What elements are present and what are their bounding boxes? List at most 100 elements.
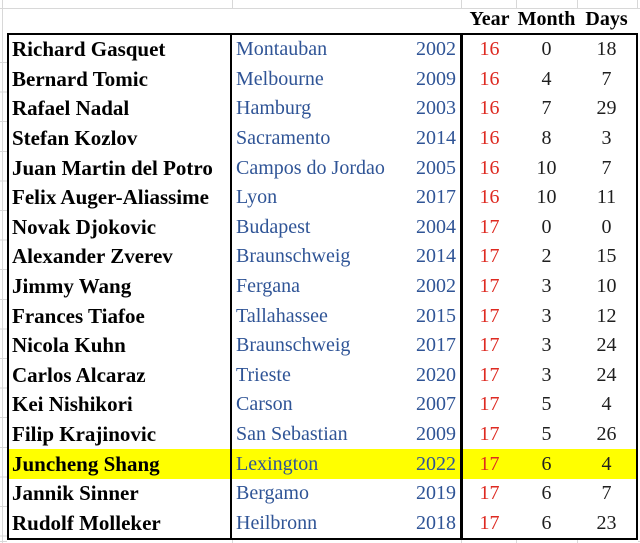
age-months-cell[interactable]: 6 [541, 482, 552, 505]
player-name-cell[interactable]: Frances Tiafoe [9, 301, 232, 331]
age-years-cell[interactable]: 16 [479, 38, 500, 61]
age-days-cell[interactable]: 12 [596, 304, 617, 327]
tournament-year: 2020 [416, 363, 456, 386]
player-name-cell[interactable]: Nicola Kuhn [9, 330, 232, 361]
tournament-cell[interactable]: Montauban 2002 [232, 35, 463, 65]
age-days-cell[interactable]: 10 [596, 275, 617, 298]
age-months-cell[interactable]: 3 [541, 304, 552, 327]
header-month[interactable]: Month [517, 8, 576, 30]
tournament-city: Carson [236, 393, 293, 416]
player-name-cell[interactable]: Filip Krajinovic [9, 419, 232, 450]
tournament-cell[interactable]: Campos do Jordao 2005 [232, 153, 463, 183]
age-days-cell[interactable]: 0 [601, 215, 612, 238]
age-months-cell[interactable]: 5 [541, 423, 552, 446]
age-months-cell[interactable]: 0 [541, 38, 552, 61]
header-year[interactable]: Year [469, 8, 510, 30]
age-days-cell[interactable]: 26 [596, 423, 617, 446]
age-years-cell[interactable]: 17 [479, 452, 500, 475]
age-months-cell[interactable]: 10 [536, 186, 557, 209]
age-years-cell[interactable]: 17 [479, 275, 500, 298]
tournament-city: Tallahassee [236, 304, 328, 327]
tournament-cell[interactable]: Carson 2007 [232, 390, 463, 420]
player-name-cell[interactable]: Felix Auger-Aliassime [9, 182, 232, 213]
age-months-cell[interactable]: 6 [541, 511, 552, 534]
player-name-cell[interactable]: Alexander Zverev [9, 242, 232, 272]
tournament-cell[interactable]: Lexington 2022 [232, 449, 463, 479]
player-name-cell[interactable]: Jimmy Wang [9, 271, 232, 302]
tournament-city: Lexington [236, 452, 319, 475]
table-row: Felix Auger-Aliassime Lyon 2017 16 10 11 [9, 182, 636, 213]
age-years-cell[interactable]: 16 [479, 67, 500, 90]
age-header-row: Year Month Days [0, 7, 640, 32]
age-days-cell[interactable]: 24 [596, 334, 617, 357]
tournament-cell[interactable]: Melbourne 2009 [232, 64, 463, 95]
player-name-cell[interactable]: Rudolf Molleker [9, 508, 232, 539]
age-months-cell[interactable]: 7 [541, 97, 552, 120]
age-days-cell[interactable]: 11 [596, 186, 617, 209]
player-name-cell[interactable]: Kei Nishikori [9, 390, 232, 420]
tournament-cell[interactable]: Lyon 2017 [232, 182, 463, 213]
player-name-cell[interactable]: Novak Djokovic [9, 212, 232, 243]
tournament-cell[interactable]: Braunschweig 2014 [232, 242, 463, 272]
age-months-cell[interactable]: 3 [541, 334, 552, 357]
age-months-cell[interactable]: 4 [541, 67, 552, 90]
age-years-cell[interactable]: 17 [479, 363, 500, 386]
tournament-cell[interactable]: Bergamo 2019 [232, 478, 463, 509]
age-years-cell[interactable]: 17 [479, 511, 500, 534]
player-name-cell[interactable]: Juan Martin del Potro [9, 153, 232, 183]
player-name-cell[interactable]: Carlos Alcaraz [9, 360, 232, 391]
tournament-cell[interactable]: Fergana 2002 [232, 271, 463, 302]
age-years-cell[interactable]: 17 [479, 423, 500, 446]
age-years-cell[interactable]: 17 [479, 245, 500, 268]
table-row: Filip Krajinovic San Sebastian 2009 17 5… [9, 419, 636, 450]
player-name-cell[interactable]: Bernard Tomic [9, 64, 232, 95]
age-years-cell[interactable]: 17 [479, 393, 500, 416]
player-name-cell[interactable]: Richard Gasquet [9, 35, 232, 65]
tournament-year: 2002 [416, 275, 456, 298]
age-days-cell[interactable]: 3 [601, 127, 612, 150]
age-months-cell[interactable]: 3 [541, 275, 552, 298]
tournament-cell[interactable]: San Sebastian 2009 [232, 419, 463, 450]
player-name-cell[interactable]: Jannik Sinner [9, 478, 232, 509]
age-years-cell[interactable]: 17 [479, 304, 500, 327]
age-years-cell[interactable]: 16 [479, 97, 500, 120]
tournament-cell[interactable]: Tallahassee 2015 [232, 301, 463, 331]
age-days-cell[interactable]: 7 [601, 67, 612, 90]
age-years-cell[interactable]: 16 [479, 156, 500, 179]
age-days-cell[interactable]: 4 [601, 393, 612, 416]
age-years-cell[interactable]: 17 [479, 334, 500, 357]
player-name-cell[interactable]: Juncheng Shang [9, 449, 232, 479]
header-days[interactable]: Days [585, 8, 628, 30]
tournament-cell[interactable]: Heilbronn 2018 [232, 508, 463, 539]
age-days-cell[interactable]: 29 [596, 97, 617, 120]
age-days-cell[interactable]: 23 [596, 511, 617, 534]
age-days-cell[interactable]: 4 [601, 452, 612, 475]
gridline [577, 540, 578, 543]
tournament-cell[interactable]: Sacramento 2014 [232, 123, 463, 154]
age-months-cell[interactable]: 3 [541, 363, 552, 386]
age-months-cell[interactable]: 0 [541, 215, 552, 238]
tournament-cell[interactable]: Trieste 2020 [232, 360, 463, 391]
age-days-cell[interactable]: 7 [601, 482, 612, 505]
player-name-cell[interactable]: Stefan Kozlov [9, 123, 232, 154]
age-days-cell[interactable]: 15 [596, 245, 617, 268]
table-row: Juncheng Shang Lexington 2022 17 6 4 [9, 449, 636, 479]
age-months-cell[interactable]: 8 [541, 127, 552, 150]
age-years-cell[interactable]: 16 [479, 186, 500, 209]
tournament-year: 2017 [416, 186, 456, 209]
tournament-year: 2002 [416, 38, 456, 61]
age-days-cell[interactable]: 7 [601, 156, 612, 179]
age-days-cell[interactable]: 18 [596, 38, 617, 61]
age-years-cell[interactable]: 17 [479, 215, 500, 238]
age-months-cell[interactable]: 6 [541, 452, 552, 475]
age-months-cell[interactable]: 10 [536, 156, 557, 179]
age-days-cell[interactable]: 24 [596, 363, 617, 386]
tournament-cell[interactable]: Hamburg 2003 [232, 94, 463, 124]
player-name-cell[interactable]: Rafael Nadal [9, 94, 232, 124]
age-years-cell[interactable]: 17 [479, 482, 500, 505]
age-months-cell[interactable]: 5 [541, 393, 552, 416]
age-years-cell[interactable]: 16 [479, 127, 500, 150]
tournament-cell[interactable]: Budapest 2004 [232, 212, 463, 243]
age-months-cell[interactable]: 2 [541, 245, 552, 268]
tournament-cell[interactable]: Braunschweig 2017 [232, 330, 463, 361]
